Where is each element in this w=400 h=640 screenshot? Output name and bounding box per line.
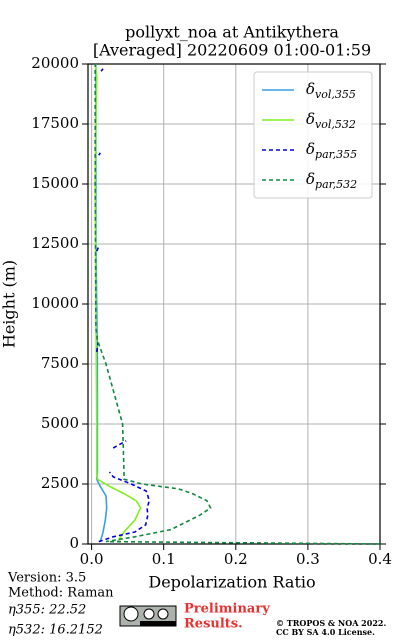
chart-subtitle: [Averaged] 20220609 01:00-01:59 xyxy=(93,41,371,60)
profile-line xyxy=(95,64,108,542)
plot-frame xyxy=(87,63,381,545)
y-tick-label: 17500 xyxy=(31,114,79,132)
y-tick-label: 12500 xyxy=(31,234,79,252)
legend-box xyxy=(253,71,373,199)
y-tick-label: 0 xyxy=(69,534,79,552)
x-tick-label: 0.0 xyxy=(80,550,104,568)
y-tick-label: 15000 xyxy=(31,174,79,192)
legend-label: δpar,355 xyxy=(306,140,357,161)
x-tick-label: 0.4 xyxy=(368,550,392,568)
x-axis-label: Depolarization Ratio xyxy=(148,573,315,592)
y-axis-label: Height (m) xyxy=(0,260,19,348)
y-tick-label: 7500 xyxy=(41,354,79,372)
version: Version: 3.5 xyxy=(7,571,86,586)
legend-label: δvol,355 xyxy=(306,80,356,101)
preliminary: Preliminary xyxy=(184,602,270,617)
copyright: © TROPOS & NOA 2022. xyxy=(276,618,386,628)
results: Results. xyxy=(184,617,243,632)
eta-355: η355: 22.52 xyxy=(8,603,86,618)
eta-532: η532: 16.2152 xyxy=(8,623,103,638)
method: Method: Raman xyxy=(8,586,114,601)
y-tick-label: 10000 xyxy=(31,294,79,312)
chart-title: pollyxt_noa at Antikythera xyxy=(125,23,339,42)
y-tick-label: 5000 xyxy=(41,414,79,432)
y-tick-label: 2500 xyxy=(41,474,79,492)
x-tick-label: 0.2 xyxy=(224,550,248,568)
profile-line xyxy=(94,63,142,543)
x-tick-label: 0.1 xyxy=(152,550,176,568)
profile-line xyxy=(95,68,151,543)
cc-icon xyxy=(119,605,177,627)
y-tick-label: 20000 xyxy=(31,54,79,72)
legend: δvol,355 δvol,532 δpar,355 δpar,532 xyxy=(253,71,373,199)
x-tick-label: 0.3 xyxy=(296,550,320,568)
legend-label: δvol,532 xyxy=(306,110,356,131)
legend-label: δpar,532 xyxy=(306,170,357,191)
license: CC BY SA 4.0 License. xyxy=(276,627,375,637)
